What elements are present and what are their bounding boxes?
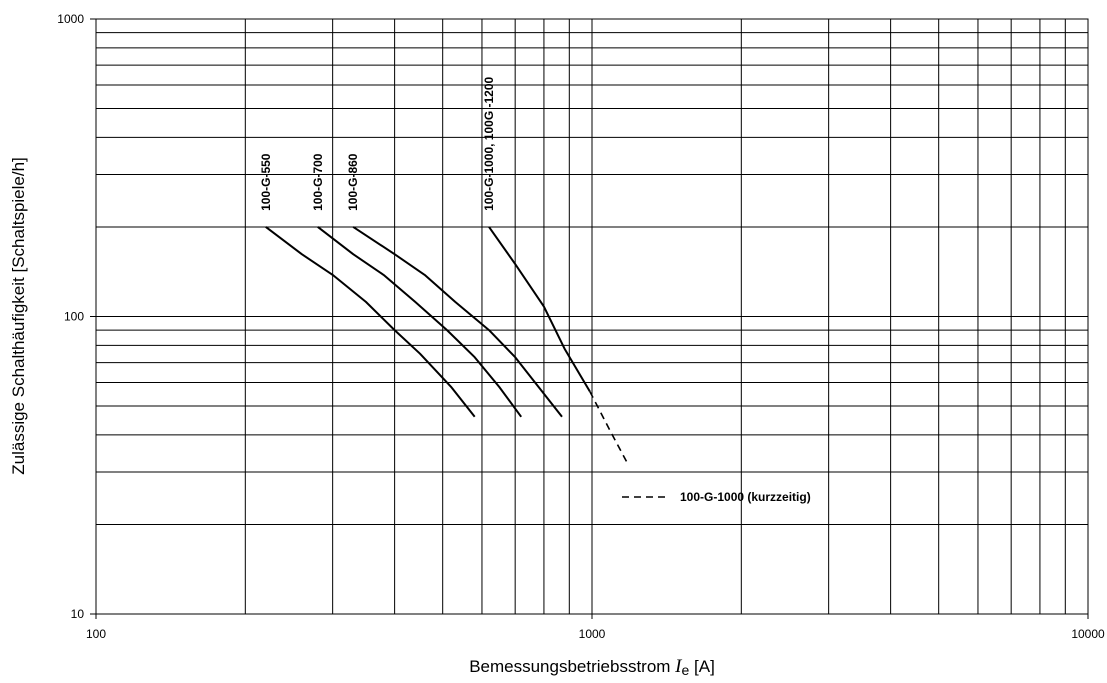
x-axis-title-symbol: I: [674, 656, 683, 677]
x-tick-label: 100: [86, 627, 106, 641]
y-tick-label: 100: [64, 310, 84, 324]
series-line: [265, 226, 476, 418]
legend: 100-G-1000 (kurzzeitig): [622, 490, 811, 504]
x-tick-label: 1000: [579, 627, 606, 641]
grid: [96, 19, 1088, 614]
x-axis-title: Bemessungsbetriebsstrom Ie [A]: [469, 656, 715, 678]
series-label: 100-G-1000, 100G -1200: [482, 76, 496, 210]
series-label: 100-G-860: [346, 153, 360, 211]
y-tick-label: 10: [71, 607, 85, 621]
x-axis-ticks: [95, 614, 1089, 619]
x-axis-title-subscript: e: [682, 662, 690, 678]
y-axis-ticks: [90, 18, 96, 615]
series-line-dashed: [589, 391, 629, 465]
series-line: [317, 226, 523, 418]
series-line: [488, 226, 591, 392]
x-tick-label: 10000: [1071, 627, 1105, 641]
series-labels: 100-G-550 100-G-700 100-G-860 100-G-1000, 1…: [259, 76, 496, 210]
y-axis-title: Zulässige Schalthäufigkeit [Schaltspiele…: [9, 157, 28, 475]
x-axis-title-prefix: Bemessungsbetriebsstrom: [469, 657, 675, 676]
y-tick-label: 1000: [57, 12, 84, 26]
x-axis-title-suffix: [A]: [689, 657, 715, 676]
series-label: 100-G-700: [311, 153, 325, 211]
series-line: [352, 226, 563, 418]
series-group: [265, 226, 629, 465]
series-label: 100-G-550: [259, 153, 273, 211]
legend-label: 100-G-1000 (kurzzeitig): [680, 490, 811, 504]
